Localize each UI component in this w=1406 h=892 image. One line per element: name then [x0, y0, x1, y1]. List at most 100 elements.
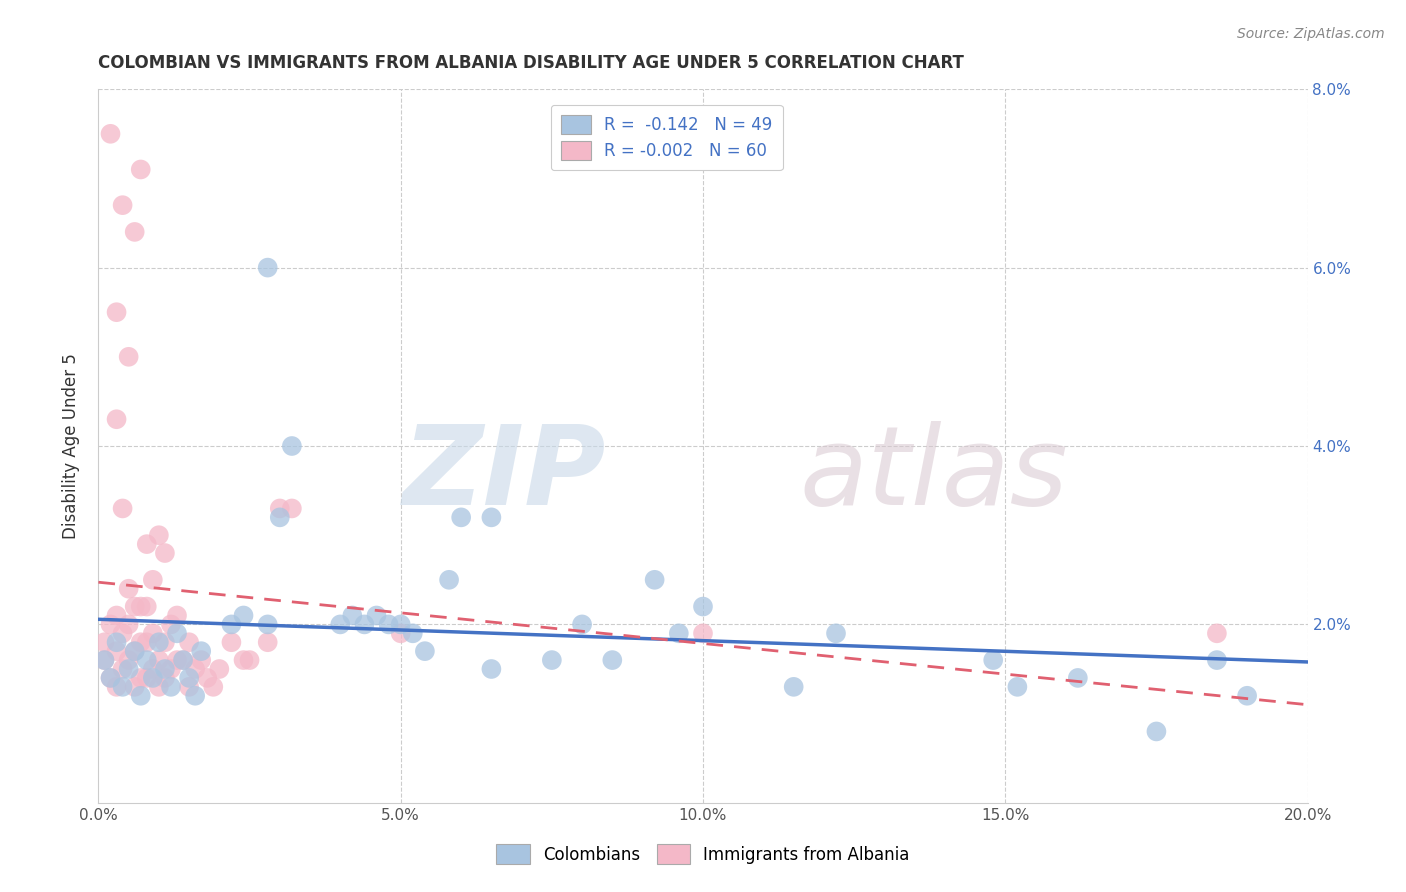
Point	[105, 644, 128, 658]
Point	[111, 198, 134, 212]
Point	[172, 653, 194, 667]
Point	[142, 662, 165, 676]
Point	[540, 653, 562, 667]
Point	[221, 635, 243, 649]
Point	[389, 626, 412, 640]
Point	[153, 662, 176, 676]
Point	[129, 162, 152, 177]
Point	[93, 653, 115, 667]
Point	[190, 653, 212, 667]
Point	[377, 617, 399, 632]
Point	[148, 680, 170, 694]
Point	[692, 599, 714, 614]
Point	[1007, 680, 1029, 694]
Point	[353, 617, 375, 632]
Point	[481, 662, 503, 676]
Point	[118, 582, 141, 596]
Point	[269, 501, 291, 516]
Point	[825, 626, 848, 640]
Point	[413, 644, 436, 658]
Point	[1236, 689, 1258, 703]
Point	[366, 608, 388, 623]
Point	[232, 608, 254, 623]
Point	[111, 662, 134, 676]
Point	[148, 528, 170, 542]
Point	[281, 501, 304, 516]
Point	[135, 635, 157, 649]
Point	[166, 653, 188, 667]
Point	[124, 599, 146, 614]
Legend: Colombians, Immigrants from Albania: Colombians, Immigrants from Albania	[489, 838, 917, 871]
Point	[129, 689, 152, 703]
Text: COLOMBIAN VS IMMIGRANTS FROM ALBANIA DISABILITY AGE UNDER 5 CORRELATION CHART: COLOMBIAN VS IMMIGRANTS FROM ALBANIA DIS…	[98, 54, 965, 72]
Point	[450, 510, 472, 524]
Point	[100, 617, 122, 632]
Point	[124, 644, 146, 658]
Point	[105, 305, 128, 319]
Point	[602, 653, 624, 667]
Point	[100, 127, 122, 141]
Point	[1206, 653, 1229, 667]
Point	[329, 617, 352, 632]
Point	[153, 635, 176, 649]
Text: ZIP: ZIP	[402, 421, 606, 528]
Point	[256, 635, 278, 649]
Point	[1206, 626, 1229, 640]
Point	[135, 599, 157, 614]
Point	[1067, 671, 1090, 685]
Point	[118, 662, 141, 676]
Point	[783, 680, 806, 694]
Point	[135, 537, 157, 551]
Point	[129, 635, 152, 649]
Point	[166, 626, 188, 640]
Point	[402, 626, 425, 640]
Point	[105, 608, 128, 623]
Point	[124, 644, 146, 658]
Point	[129, 671, 152, 685]
Point	[232, 653, 254, 667]
Point	[118, 350, 141, 364]
Point	[111, 680, 134, 694]
Point	[160, 617, 183, 632]
Point	[195, 671, 218, 685]
Point	[389, 617, 412, 632]
Point	[184, 662, 207, 676]
Point	[124, 225, 146, 239]
Point	[105, 635, 128, 649]
Point	[142, 671, 165, 685]
Point	[118, 617, 141, 632]
Point	[437, 573, 460, 587]
Point	[239, 653, 262, 667]
Point	[148, 635, 170, 649]
Point	[190, 644, 212, 658]
Point	[105, 680, 128, 694]
Point	[184, 689, 207, 703]
Point	[221, 617, 243, 632]
Point	[179, 671, 201, 685]
Point	[668, 626, 690, 640]
Point	[153, 546, 176, 560]
Point	[148, 653, 170, 667]
Point	[93, 635, 115, 649]
Legend: R =  -0.142   N = 49, R = -0.002   N = 60: R = -0.142 N = 49, R = -0.002 N = 60	[551, 104, 783, 169]
Y-axis label: Disability Age Under 5: Disability Age Under 5	[62, 353, 80, 539]
Point	[179, 680, 201, 694]
Point	[342, 608, 364, 623]
Point	[256, 617, 278, 632]
Point	[142, 626, 165, 640]
Point	[172, 653, 194, 667]
Point	[981, 653, 1004, 667]
Point	[281, 439, 304, 453]
Point	[105, 412, 128, 426]
Point	[124, 680, 146, 694]
Point	[135, 653, 157, 667]
Point	[644, 573, 666, 587]
Point	[160, 680, 183, 694]
Point	[118, 653, 141, 667]
Point	[100, 671, 122, 685]
Point	[692, 626, 714, 640]
Point	[160, 662, 183, 676]
Point	[256, 260, 278, 275]
Point	[129, 599, 152, 614]
Point	[166, 608, 188, 623]
